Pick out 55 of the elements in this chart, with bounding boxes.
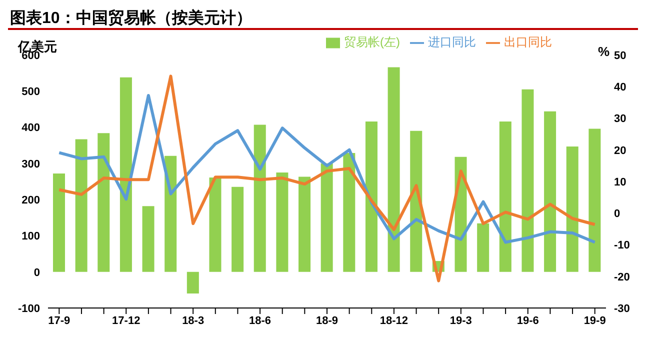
- bar: [477, 223, 490, 272]
- bar: [343, 152, 356, 272]
- y-tick-label: 400: [22, 122, 40, 134]
- x-tick-label: 18-12: [380, 314, 408, 327]
- bar: [544, 111, 556, 272]
- x-tick-label: 17-12: [112, 314, 140, 327]
- bar: [164, 156, 177, 272]
- bar: [75, 139, 88, 272]
- x-tick-label: 18-3: [182, 314, 204, 327]
- y2-tick-label: 0: [614, 208, 620, 220]
- bar: [186, 272, 199, 294]
- y-tick-label: 300: [22, 158, 40, 170]
- y-tick-label: 0: [34, 266, 40, 279]
- x-tick-label: 17-9: [48, 314, 70, 327]
- x-tick-label: 19-9: [584, 314, 606, 327]
- bar: [588, 128, 601, 272]
- bar: [388, 67, 400, 272]
- bar: [232, 186, 244, 272]
- y-tick-label: 500: [22, 86, 40, 98]
- x-tick-label: 18-9: [316, 314, 338, 327]
- bar: [53, 174, 65, 272]
- chart-title: 图表10：中国贸易帐（按美元计）: [8, 8, 638, 30]
- x-tick-label: 19-3: [450, 314, 472, 327]
- line-series: [58, 94, 596, 244]
- y2-axis-title: %: [598, 44, 610, 59]
- bar: [410, 130, 422, 272]
- bar: [365, 122, 378, 272]
- bar: [276, 172, 288, 272]
- y2-tick-label: 30: [614, 113, 626, 126]
- line-series: [58, 74, 596, 282]
- bar: [254, 124, 266, 272]
- y2-tick-label: -20: [614, 271, 630, 284]
- y2-tick-label: -10: [614, 240, 630, 252]
- x-tick-label: 19-6: [516, 314, 539, 327]
- x-tick-label: 18-6: [249, 314, 272, 327]
- bar: [499, 122, 512, 272]
- bar: [120, 77, 132, 272]
- y2-tick-label: 50: [614, 50, 626, 62]
- bar: [522, 89, 534, 272]
- y2-tick-label: 40: [614, 82, 626, 94]
- y2-tick-label: -30: [614, 302, 630, 315]
- legend-label: 出口同比: [504, 35, 552, 49]
- y-tick-label: 200: [22, 194, 40, 206]
- bar: [209, 178, 222, 272]
- bar: [142, 206, 154, 272]
- y2-tick-label: 20: [614, 144, 626, 157]
- y-tick-label: 100: [22, 230, 40, 243]
- bar: [298, 176, 311, 272]
- legend-label: 贸易帐(左): [344, 35, 400, 49]
- bar: [98, 133, 110, 272]
- y2-tick-label: 10: [614, 176, 626, 188]
- y-tick-label: -100: [18, 302, 40, 315]
- bar: [566, 146, 578, 272]
- legend-label: 进口同比: [428, 35, 476, 49]
- bar: [320, 163, 333, 272]
